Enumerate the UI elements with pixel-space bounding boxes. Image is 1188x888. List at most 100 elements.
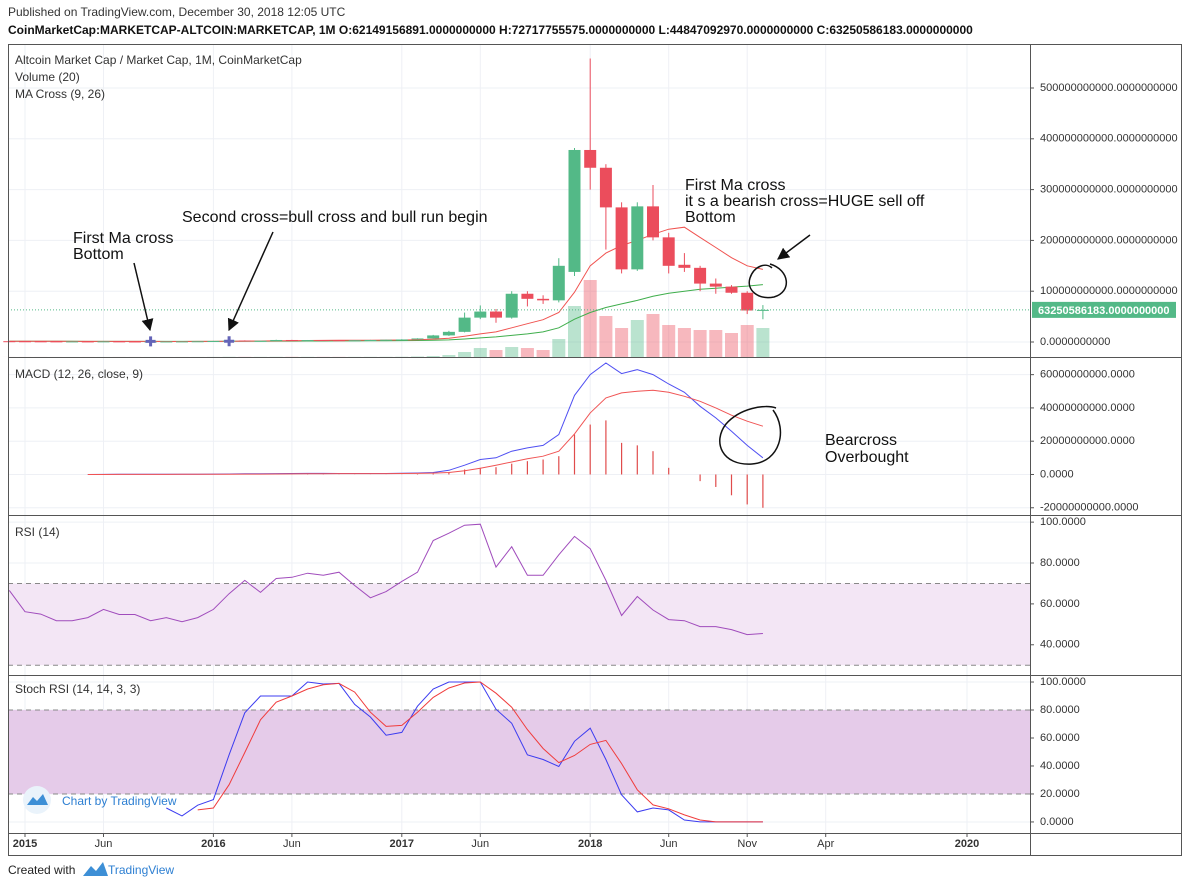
candle-body (474, 311, 487, 318)
candle-body (301, 340, 314, 342)
candle-body (364, 339, 377, 341)
y-tick-label: 60.0000 (1040, 732, 1080, 744)
y-tick-label: 400000000000.0000000000 (1040, 133, 1178, 145)
candle-body (631, 206, 644, 270)
last-price-box (1032, 301, 1176, 318)
footer-text: Created with (8, 863, 75, 877)
candle-body (113, 341, 126, 343)
pane-title: RSI (14) (15, 525, 60, 539)
volume-bar (709, 330, 723, 357)
band (8, 583, 1030, 666)
x-tick-label: Jun (471, 838, 489, 850)
y-tick-label: 40000000000.0000 (1040, 402, 1135, 414)
candle-body (568, 149, 581, 272)
y-tick-label: 100.0000 (1040, 516, 1086, 528)
candle-body (128, 341, 141, 343)
y-tick-label: 40.0000 (1040, 639, 1080, 651)
volume-bar (520, 348, 534, 357)
volume-bar (756, 328, 770, 357)
x-tick-label: 2018 (578, 838, 602, 850)
candle-body (427, 335, 440, 339)
x-tick-label: Nov (737, 838, 757, 850)
candle-body (395, 339, 408, 341)
pane-title: Altcoin Market Cap / Market Cap, 1M, Coi… (15, 53, 302, 67)
x-tick-label: 2016 (201, 838, 225, 850)
candle-body (81, 341, 94, 343)
y-tick-label: 20000000000.0000 (1040, 435, 1135, 447)
volume-bar (473, 348, 487, 357)
candle-body (207, 340, 220, 342)
y-tick-label: 500000000000.0000000000 (1040, 82, 1178, 94)
candle-body (662, 237, 675, 266)
candle-body (521, 293, 534, 299)
watermark-text: Chart by TradingView (62, 794, 177, 808)
pane-title: Stoch RSI (14, 14, 3, 3) (15, 682, 140, 696)
frame (8, 44, 1182, 856)
y-tick-label: 200000000000.0000000000 (1040, 234, 1178, 246)
candle-body (97, 341, 110, 343)
cross-marker (145, 336, 156, 347)
circle-drawing (719, 405, 782, 465)
annotation: Bottom (73, 246, 124, 263)
volume-bar (740, 325, 754, 357)
volume-bar (458, 352, 472, 357)
volume-bar (725, 333, 738, 357)
candle-body (725, 286, 738, 293)
y-tick-label: -20000000000.0000 (1040, 502, 1138, 514)
candle-body (411, 338, 424, 340)
volume-bar (677, 328, 691, 357)
circle-drawing (748, 263, 787, 299)
candle-body (176, 341, 188, 343)
y-tick-label: 60.0000 (1040, 598, 1080, 610)
y-tick-label: 40.0000 (1040, 760, 1080, 772)
band (8, 710, 1030, 794)
volume-bar (646, 314, 660, 357)
candle-body (50, 341, 63, 343)
annotation: Overbought (825, 449, 909, 466)
y-tick-label: 0.0000 (1040, 816, 1074, 828)
published-line: Published on TradingView.com, December 3… (8, 5, 346, 19)
annotation: Bottom (685, 209, 736, 226)
candle-body (678, 264, 691, 268)
y-tick-label: 60000000000.0000 (1040, 369, 1135, 381)
y-tick-label: 80.0000 (1040, 704, 1080, 716)
candle-body (348, 340, 361, 342)
watermark-icon (23, 786, 51, 814)
candle-body (270, 339, 283, 341)
candle-body (490, 311, 502, 318)
footer-logo (83, 862, 108, 876)
volume-bar (411, 356, 424, 357)
y-tick-label: 80.0000 (1040, 557, 1080, 569)
x-tick-label: 2015 (13, 838, 37, 850)
volume-bar (630, 320, 644, 357)
candle-body (34, 341, 47, 343)
last-price-label: 63250586183.0000000000 (1038, 305, 1170, 317)
candle-body (333, 340, 345, 342)
volume-bar (536, 350, 550, 357)
drawings (133, 231, 811, 465)
watermark: Chart by TradingView (23, 786, 177, 814)
candle-body (191, 341, 204, 343)
candle-body (741, 292, 754, 311)
y-tick-label: 100000000000.0000000000 (1040, 285, 1178, 297)
annotation: it s a bearish cross=HUGE sell off (685, 193, 925, 210)
ma-cross-label: MA Cross (9, 26) (15, 87, 105, 101)
y-tick-label: 300000000000.0000000000 (1040, 184, 1178, 196)
volume-bar (552, 339, 566, 357)
y-tick-label: 0.0000 (1040, 468, 1074, 480)
candle-body (238, 340, 251, 342)
volume-bar (426, 356, 440, 357)
annotation: Bearcross (825, 432, 897, 449)
volume-bar (583, 280, 597, 357)
candle-body (380, 339, 393, 341)
candle-body (584, 149, 597, 168)
candle-body (458, 317, 471, 332)
candle-body (537, 298, 550, 301)
candle-body (19, 341, 31, 343)
symbol-line: CoinMarketCap:MARKETCAP-ALTCOIN:MARKETCA… (8, 23, 973, 37)
y-tick-label: 100.0000 (1040, 676, 1086, 688)
volume-bar (693, 330, 707, 357)
stoch-d-line (197, 681, 763, 823)
candle-body (160, 341, 173, 343)
rsi-line (8, 523, 763, 636)
